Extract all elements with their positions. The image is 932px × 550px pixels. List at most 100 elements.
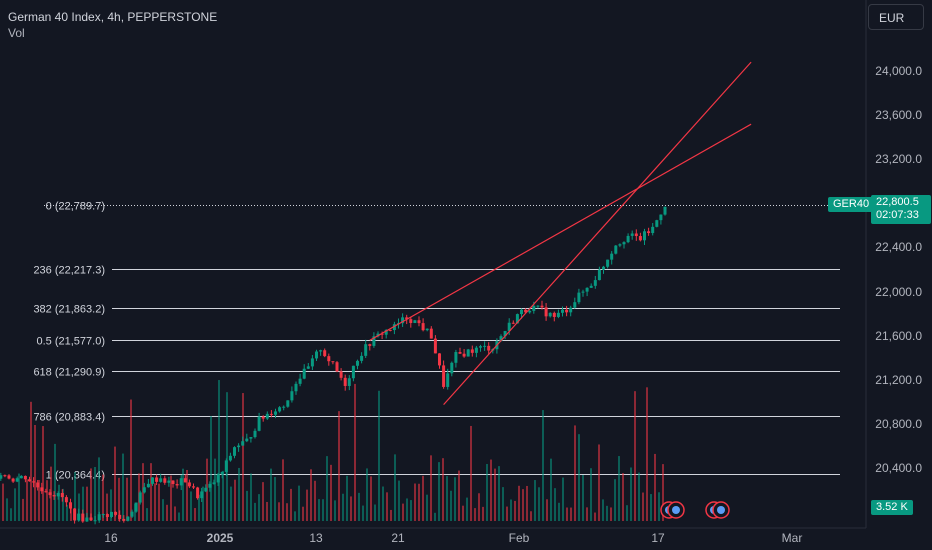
y-tick-label: 23,600.0: [875, 108, 922, 122]
candle-body: [257, 416, 261, 431]
y-tick-label: 21,200.0: [875, 373, 922, 387]
candle-body: [237, 445, 241, 448]
volume-bar: [110, 489, 112, 521]
volume-bar: [14, 488, 16, 521]
candle-body: [409, 319, 413, 324]
volume-indicator-label[interactable]: Vol: [8, 26, 25, 40]
candle-body: [163, 478, 167, 483]
y-tick-label: 22,400.0: [875, 240, 922, 254]
volume-bar: [394, 454, 396, 521]
volume-bar: [522, 489, 524, 521]
volume-bar: [250, 473, 252, 521]
volume-bar: [198, 494, 200, 521]
volume-bar: [182, 468, 184, 521]
candle-body: [126, 516, 130, 521]
candle-body: [101, 514, 105, 516]
fib-level-label: 236 (22,217.3): [33, 265, 105, 277]
candle-body: [171, 480, 175, 485]
candle-body: [392, 324, 396, 331]
candle-body: [663, 206, 667, 215]
candle-body: [36, 482, 40, 488]
candle-body: [241, 441, 245, 446]
volume-bar: [646, 387, 648, 521]
fib-level-label: 786 (20,883.4): [33, 412, 105, 424]
economic-event-icon-dot: [717, 506, 725, 514]
volume-bar: [262, 482, 264, 521]
volume-bar: [230, 486, 232, 521]
volume-bar: [298, 485, 300, 521]
candle-body: [421, 323, 425, 331]
candle-body: [655, 220, 659, 227]
candle-body: [659, 214, 663, 221]
volume-bar: [582, 474, 584, 521]
candle-body: [351, 365, 355, 379]
candle-body: [643, 231, 646, 241]
volume-bar: [74, 472, 76, 521]
volume-bar: [578, 434, 580, 521]
candle-body: [466, 349, 470, 357]
volume-bar: [490, 459, 492, 521]
candle-body: [458, 352, 462, 354]
candle-body: [597, 269, 601, 281]
candle-body: [503, 330, 507, 337]
volume-bar: [34, 424, 36, 521]
volume-bar: [550, 458, 552, 521]
volume-bar: [342, 493, 344, 521]
volume-bar: [366, 468, 368, 521]
candle-body: [7, 475, 11, 479]
candle-body: [630, 233, 634, 236]
volume-bar: [30, 401, 32, 521]
volume-bar: [598, 444, 600, 521]
volume-bar: [70, 507, 72, 521]
volume-bar: [170, 475, 172, 521]
candle-body: [233, 447, 236, 456]
candle-body: [626, 235, 630, 243]
y-tick-label: 22,000.0: [875, 285, 922, 299]
candle-body: [64, 497, 68, 503]
candle-body: [15, 478, 19, 482]
volume-bar: [254, 502, 256, 521]
candle-body: [220, 471, 224, 475]
candle-body: [442, 365, 446, 387]
volume-bar: [194, 508, 196, 521]
candle-body: [146, 483, 150, 488]
volume-bar: [386, 492, 388, 521]
candle-body: [130, 511, 134, 517]
volume-bar: [538, 487, 540, 521]
volume-bar: [218, 380, 220, 521]
volume-bar: [626, 505, 628, 521]
candle-body: [360, 355, 364, 361]
volume-bar: [318, 499, 320, 521]
volume-bar: [370, 476, 372, 521]
candle-body: [85, 517, 89, 522]
economic-event-icon-dot: [672, 506, 680, 514]
candle-body: [224, 460, 228, 472]
volume-bar: [86, 486, 88, 521]
candle-body: [23, 475, 27, 480]
candle-body: [413, 320, 417, 324]
volume-bar: [422, 475, 424, 521]
candle-body: [474, 347, 478, 353]
volume-value-tag: 3.52 K: [871, 500, 913, 515]
volume-bar: [458, 470, 460, 521]
volume-bar: [270, 468, 272, 521]
y-tick-label: 20,400.0: [875, 461, 922, 475]
volume-bar: [654, 453, 656, 521]
candle-body: [433, 338, 437, 354]
volume-bar: [474, 508, 476, 521]
candle-body: [602, 266, 605, 270]
volume-bar: [186, 469, 188, 521]
candle-body: [56, 492, 60, 497]
volume-bar: [126, 477, 128, 521]
volume-bar: [518, 485, 520, 521]
candle-body: [339, 371, 343, 378]
volume-bar: [322, 499, 324, 521]
fib-level-label: 0.5 (21,577.0): [37, 336, 106, 348]
volume-bar: [78, 493, 80, 521]
currency-button[interactable]: EUR: [868, 4, 924, 30]
volume-bar: [478, 493, 480, 521]
fib-level-label: 0 (22,789.7): [46, 201, 105, 213]
volume-bar: [506, 506, 508, 521]
volume-bar: [418, 483, 420, 521]
